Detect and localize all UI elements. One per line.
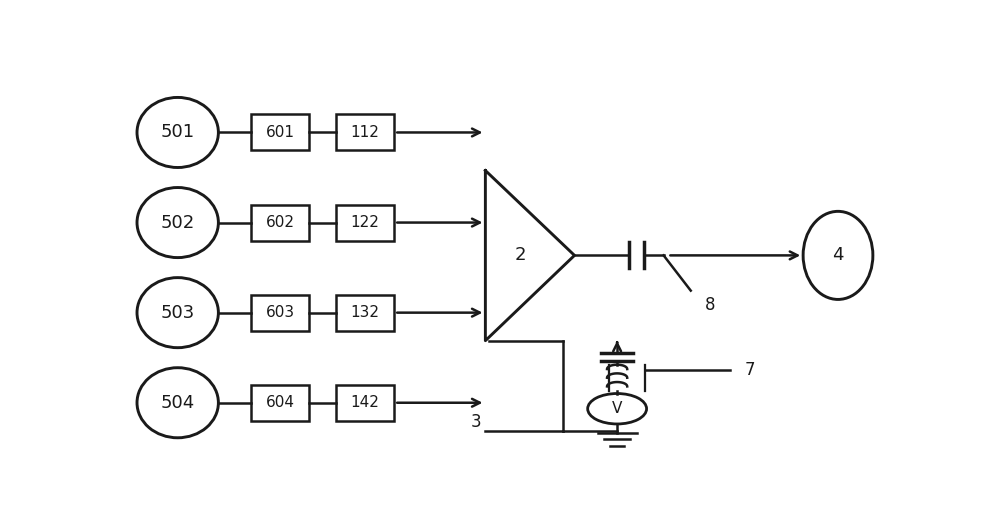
Bar (251, 204, 309, 241)
Text: 504: 504 (161, 394, 195, 412)
Text: 604: 604 (266, 395, 294, 410)
Text: 132: 132 (351, 305, 380, 320)
Text: 501: 501 (161, 123, 195, 141)
Bar (251, 385, 309, 421)
Bar (336, 385, 394, 421)
Text: 3: 3 (471, 412, 482, 431)
Text: 602: 602 (266, 215, 294, 230)
Text: 7: 7 (745, 361, 756, 379)
Text: V: V (612, 401, 622, 416)
Bar (251, 114, 309, 150)
Text: 601: 601 (266, 125, 294, 140)
Text: 8: 8 (705, 296, 715, 314)
Bar (251, 295, 309, 331)
Bar (336, 114, 394, 150)
Text: 503: 503 (161, 304, 195, 322)
Text: 502: 502 (161, 214, 195, 231)
Bar (336, 204, 394, 241)
Text: 2: 2 (514, 246, 526, 264)
Text: 4: 4 (832, 246, 844, 264)
Text: 112: 112 (351, 125, 380, 140)
Bar (336, 295, 394, 331)
Text: 603: 603 (265, 305, 295, 320)
Text: 122: 122 (351, 215, 380, 230)
Text: 142: 142 (351, 395, 380, 410)
